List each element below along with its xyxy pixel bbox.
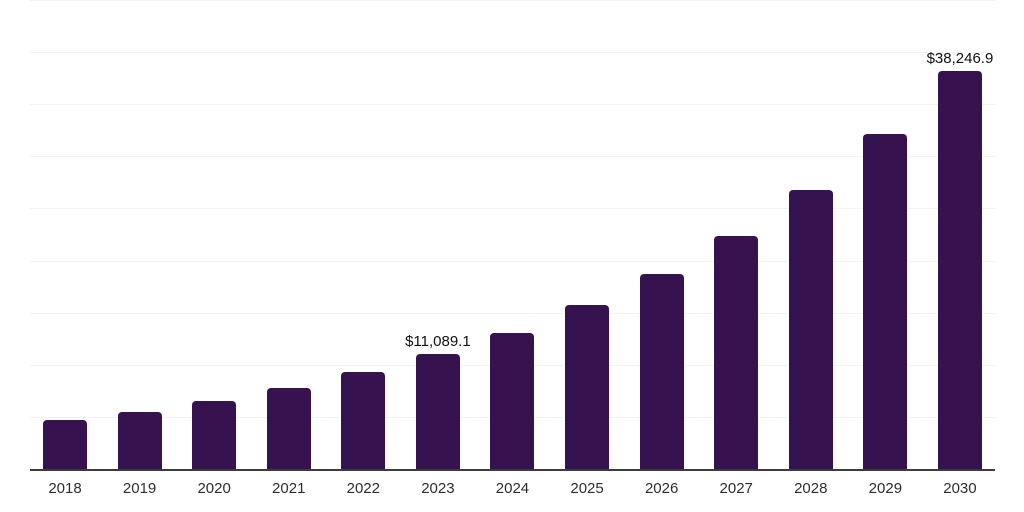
- bar-2020: [192, 401, 237, 470]
- x-axis-tick-2029: 2029: [868, 480, 903, 497]
- x-axis-tick-2028: 2028: [794, 480, 828, 497]
- bar-2026: [639, 273, 684, 470]
- gridline: [30, 0, 995, 1]
- bar-2022: [341, 372, 386, 470]
- gridline: [30, 52, 995, 54]
- gridline: [30, 312, 995, 314]
- bar-2018: [43, 419, 87, 470]
- x-axis-tick-2020: 2020: [197, 480, 231, 497]
- bar-2021: [266, 387, 311, 470]
- x-axis-tick-2019: 2019: [122, 480, 157, 497]
- bar-2025: [565, 305, 610, 470]
- gridline: [30, 260, 995, 262]
- bar-2029: [863, 133, 908, 470]
- x-axis-tick-2024: 2024: [495, 480, 530, 497]
- x-axis-tick-2021: 2021: [272, 480, 306, 497]
- bar-2024: [490, 332, 535, 470]
- x-axis-tick-2026: 2026: [644, 480, 679, 497]
- bar-2019: [117, 411, 162, 470]
- x-axis-labels: 2018 2019 2020 2021 2022 2023 2024 2025 2026 2027…: [30, 480, 995, 497]
- bar-2030: $38,246.9: [927, 51, 993, 470]
- bar-2028: [788, 189, 833, 470]
- gridline: [30, 156, 995, 158]
- x-axis-tick-2023: 2023: [421, 480, 455, 497]
- bar-2023: $11,089.1: [405, 334, 471, 470]
- x-axis-tick-2027: 2027: [719, 480, 753, 497]
- bar-value-label-2023: $11,089.1: [405, 333, 471, 351]
- x-axis-line: [30, 469, 995, 471]
- x-axis-tick-2022: 2022: [346, 480, 380, 497]
- x-axis-tick-2030: 2030: [943, 480, 977, 497]
- bar-2027: [714, 236, 759, 470]
- x-axis-tick-2025: 2025: [570, 480, 604, 497]
- gridline: [30, 104, 995, 106]
- bars-container: $11,089.1 $38,246.9: [30, 1, 995, 470]
- plot-area: $11,089.1 $38,246.9: [30, 0, 995, 470]
- gridline: [30, 208, 995, 210]
- bar-value-label-2030: $38,246.9: [926, 50, 994, 68]
- x-axis-tick-2018: 2018: [48, 480, 82, 497]
